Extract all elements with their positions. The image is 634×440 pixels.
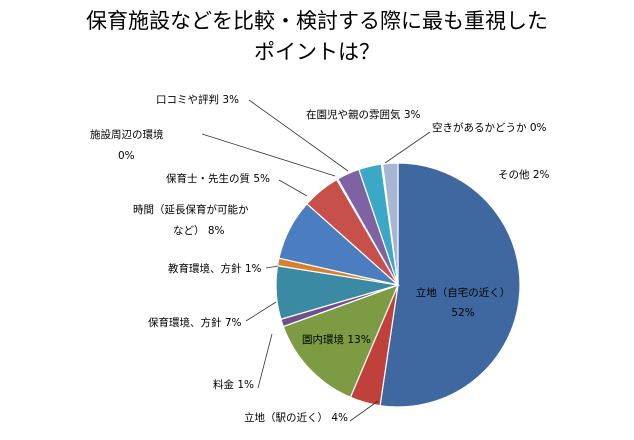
slice-label-line: 口コミや評判 3%	[156, 93, 239, 106]
slice-label: 口コミや評判 3%	[156, 93, 239, 106]
leader-line	[201, 133, 336, 177]
slice-label-line: 立地（駅の近く） 4%	[244, 411, 348, 424]
leader-line	[384, 131, 431, 164]
slice-label: その他 2%	[498, 168, 550, 181]
slice-label: 時間（延長保育が可能かなど） 8%	[133, 203, 249, 237]
slice-label-line: 立地（自宅の近く）	[416, 286, 511, 299]
leader-line	[257, 333, 273, 389]
slice-label-line: 時間（延長保育が可能か	[133, 203, 249, 216]
slice-label: 在園児や親の雰囲気 3%	[306, 108, 421, 121]
slice-label-line: 0%	[118, 150, 135, 162]
slice-label-line: 在園児や親の雰囲気 3%	[306, 108, 421, 121]
chart-title: 保育施設などを比較・検討する際に最も重視した ポイントは？	[0, 6, 634, 68]
slice-label-line: 施設周辺の環境	[90, 128, 164, 141]
slice-label-line: など） 8%	[173, 225, 225, 237]
slice-label-line: 教育環境、方針 1%	[168, 262, 262, 275]
slice-labels: 立地（自宅の近く） 52% 立地（駅の近く） 4% 園内環境 13% 料金 1% 保育環境…	[90, 93, 550, 424]
slice-label: 施設周辺の環境 0%	[90, 128, 164, 162]
slice-label: 空きがあるかどうか 0%	[432, 121, 547, 134]
leader-line	[349, 400, 379, 422]
slice-label-line: 園内環境 13%	[302, 333, 371, 346]
slice-label-line: 料金 1%	[213, 378, 254, 391]
slice-label: 保育士・先生の質 5%	[166, 172, 270, 185]
slice-label: 料金 1%	[213, 378, 254, 391]
pie-slice	[379, 162, 521, 408]
slice-label: 立地（駅の近く） 4%	[244, 411, 348, 424]
leader-line	[245, 301, 277, 322]
slice-label: 園内環境 13%	[302, 333, 371, 346]
slice-label: 立地（自宅の近く） 52%	[416, 286, 511, 319]
chart-title-line-1: 保育施設などを比較・検討する際に最も重視した	[86, 9, 548, 33]
leader-line	[248, 99, 349, 172]
slice-label-line: その他 2%	[498, 168, 550, 181]
slice-label: 保育環境、方針 7%	[148, 316, 242, 329]
leader-lines	[201, 99, 431, 422]
pie-slice	[282, 283, 400, 399]
slice-label: 教育環境、方針 1%	[168, 262, 262, 275]
slice-label-line: 保育士・先生の質 5%	[166, 172, 270, 185]
chart-title-line-2: ポイントは？	[254, 40, 380, 64]
slice-label-line: 空きがあるかどうか 0%	[432, 121, 547, 134]
leader-line	[278, 179, 308, 197]
slice-label-line: 52%	[451, 307, 474, 319]
pie-slices	[275, 162, 521, 408]
pie-slice	[381, 162, 399, 286]
leader-line	[265, 265, 279, 269]
slice-label-line: 保育環境、方針 7%	[148, 316, 242, 329]
